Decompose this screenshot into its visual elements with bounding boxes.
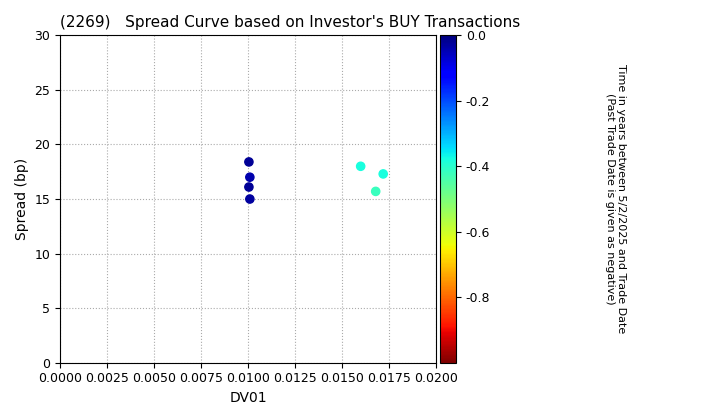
Y-axis label: Spread (bp): Spread (bp)	[15, 158, 29, 240]
X-axis label: DV01: DV01	[229, 391, 267, 405]
Point	[244, 196, 256, 202]
Point	[243, 184, 255, 190]
Point	[370, 188, 382, 195]
Point	[244, 174, 256, 181]
Point	[355, 163, 366, 170]
Text: (2269)   Spread Curve based on Investor's BUY Transactions: (2269) Spread Curve based on Investor's …	[60, 15, 521, 30]
Y-axis label: Time in years between 5/2/2025 and Trade Date
(Past Trade Date is given as negat: Time in years between 5/2/2025 and Trade…	[605, 64, 626, 333]
Point	[377, 171, 389, 177]
Point	[243, 159, 255, 165]
